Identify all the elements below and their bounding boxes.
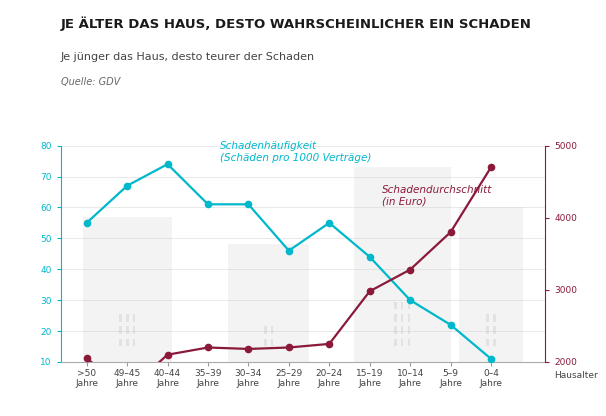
Text: Je jünger das Haus, desto teurer der Schaden: Je jünger das Haus, desto teurer der Sch…	[61, 52, 315, 62]
Bar	[486, 339, 489, 347]
Text: Hausalter: Hausalter	[554, 371, 598, 380]
Bar	[271, 327, 273, 334]
Text: JE ÄLTER DAS HAUS, DESTO WAHRSCHEINLICHER EIN SCHADEN: JE ÄLTER DAS HAUS, DESTO WAHRSCHEINLICHE…	[61, 17, 531, 31]
Bar	[82, 217, 171, 362]
Bar	[264, 339, 267, 347]
Bar	[264, 327, 267, 334]
Bar	[125, 339, 128, 347]
Bar	[486, 314, 489, 322]
Bar	[394, 327, 396, 334]
Bar	[119, 314, 122, 322]
Bar	[401, 327, 404, 334]
Bar	[407, 302, 410, 310]
Bar	[407, 339, 410, 347]
Text: Quelle: GDV: Quelle: GDV	[61, 77, 120, 87]
Bar	[401, 314, 404, 322]
Bar	[353, 167, 451, 362]
Bar	[459, 208, 524, 362]
Bar	[486, 327, 489, 334]
Bar	[407, 327, 410, 334]
Text: Schadendurchschnitt
(in Euro): Schadendurchschnitt (in Euro)	[382, 185, 492, 207]
Bar	[125, 314, 128, 322]
Bar	[401, 302, 404, 310]
Bar	[401, 339, 404, 347]
Bar	[271, 339, 273, 347]
Text: Schadenhäufigkeit
(Schäden pro 1000 Verträge): Schadenhäufigkeit (Schäden pro 1000 Vert…	[220, 141, 371, 163]
Bar	[493, 327, 496, 334]
Bar	[133, 339, 135, 347]
Bar	[133, 327, 135, 334]
Bar	[228, 245, 309, 362]
Bar	[119, 327, 122, 334]
Bar	[119, 339, 122, 347]
Bar	[394, 314, 396, 322]
Bar	[125, 327, 128, 334]
Bar	[133, 314, 135, 322]
Bar	[493, 314, 496, 322]
Bar	[394, 302, 396, 310]
Bar	[493, 339, 496, 347]
Bar	[394, 339, 396, 347]
Bar	[407, 314, 410, 322]
